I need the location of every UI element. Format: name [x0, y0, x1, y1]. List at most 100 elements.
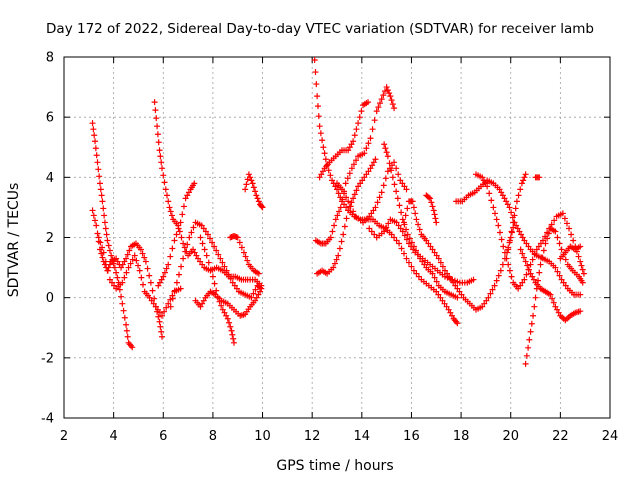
data-point	[431, 249, 438, 256]
data-point	[395, 222, 402, 229]
data-point	[190, 224, 197, 231]
data-point	[139, 250, 146, 257]
data-point	[396, 202, 403, 209]
data-point	[443, 303, 450, 310]
data-point	[229, 279, 236, 286]
data-point	[489, 286, 496, 293]
data-point	[383, 224, 390, 231]
data-point	[537, 261, 544, 268]
x-axis-label: GPS time / hours	[276, 458, 393, 474]
data-point	[331, 260, 338, 267]
data-point	[496, 229, 503, 236]
data-point	[252, 188, 259, 195]
data-point	[255, 198, 262, 205]
data-point	[545, 230, 552, 237]
data-point	[111, 282, 118, 289]
y-tick-label: 8	[46, 51, 54, 66]
data-point	[447, 309, 454, 316]
data-point	[577, 243, 584, 250]
y-axis-label: SDTVAR / TECUs	[6, 183, 22, 298]
data-point	[255, 270, 262, 277]
data-point	[106, 261, 113, 268]
data-point	[503, 255, 510, 262]
data-point	[99, 244, 106, 251]
data-point	[539, 237, 546, 244]
data-point	[391, 105, 398, 112]
data-point	[311, 57, 318, 64]
data-point	[377, 100, 384, 107]
data-point	[154, 131, 161, 138]
data-point	[515, 285, 522, 292]
data-point	[491, 282, 498, 289]
x-tick-label: 6	[159, 429, 167, 444]
data-point	[412, 210, 419, 217]
data-point	[548, 221, 555, 228]
x-tick-label: 24	[602, 429, 619, 444]
data-point	[358, 108, 365, 115]
data-point	[211, 243, 218, 250]
data-point	[123, 255, 130, 262]
data-point	[373, 108, 380, 115]
data-point	[401, 183, 408, 190]
data-point	[184, 241, 191, 248]
data-point	[394, 195, 401, 202]
data-point	[405, 259, 412, 266]
data-point	[138, 274, 145, 281]
data-point	[522, 360, 529, 367]
data-point	[97, 186, 104, 193]
data-point	[242, 186, 249, 193]
data-point	[454, 294, 461, 301]
x-tick-label: 18	[453, 429, 470, 444]
data-point	[165, 198, 172, 205]
data-point	[382, 175, 389, 182]
data-point	[516, 228, 523, 235]
data-point	[517, 246, 524, 253]
data-point	[429, 203, 436, 210]
data-point	[517, 282, 524, 289]
data-point	[383, 149, 390, 156]
data-point	[521, 174, 528, 181]
data-point	[147, 279, 154, 286]
x-tick-label: 16	[403, 429, 420, 444]
data-point	[484, 183, 491, 190]
data-point	[353, 126, 360, 133]
data-point	[454, 285, 461, 292]
data-point	[435, 291, 442, 298]
data-point	[510, 219, 517, 226]
data-point	[252, 297, 259, 304]
data-point	[448, 276, 455, 283]
data-point	[231, 339, 238, 346]
data-point	[158, 276, 165, 283]
data-point	[106, 247, 113, 254]
data-point	[215, 251, 222, 258]
data-point	[188, 229, 195, 236]
data-point	[542, 240, 549, 247]
data-point	[410, 246, 417, 253]
data-point	[123, 269, 130, 276]
data-point	[536, 269, 543, 276]
data-point	[350, 161, 357, 168]
data-point	[562, 256, 569, 263]
data-point	[223, 312, 230, 319]
data-point	[314, 103, 321, 110]
data-point	[378, 189, 385, 196]
data-point	[560, 279, 567, 286]
data-point	[401, 250, 408, 257]
data-point	[228, 327, 235, 334]
data-point	[168, 212, 175, 219]
data-point	[99, 198, 106, 205]
data-point	[121, 314, 128, 321]
data-point	[163, 192, 170, 199]
data-point	[399, 228, 406, 235]
data-point	[416, 226, 423, 233]
data-point	[368, 210, 375, 217]
data-point	[201, 246, 208, 253]
data-point	[536, 174, 543, 181]
data-point	[376, 194, 383, 201]
data-point	[336, 245, 343, 252]
data-point	[405, 240, 412, 247]
data-point	[161, 269, 168, 276]
data-point	[385, 220, 392, 227]
data-point	[441, 300, 448, 307]
data-point	[372, 204, 379, 211]
